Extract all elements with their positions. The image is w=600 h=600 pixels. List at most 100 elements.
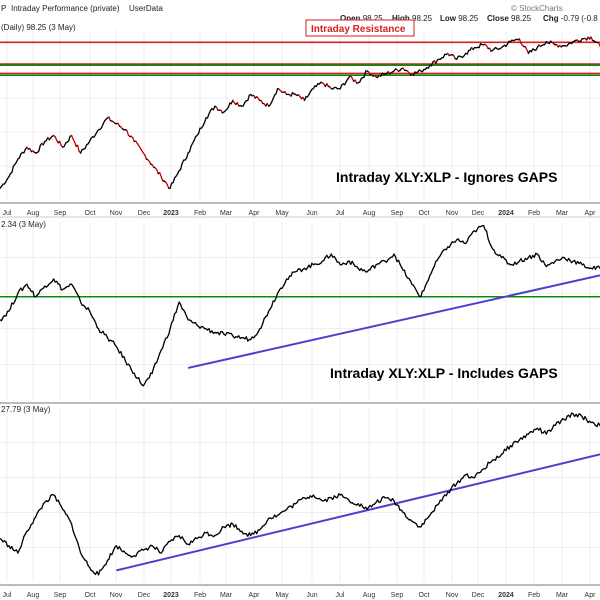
bottom-series-segment [393,500,397,506]
middle-series-segment [175,306,179,313]
top-series-segment [73,141,77,147]
svg-text:Open 98.25: Open 98.25 [340,14,383,23]
top-series-segment [185,152,189,159]
bottom-series-segment [397,504,401,511]
bottom-series-segment [511,442,515,448]
top-x-tick-label: Dec [138,210,151,217]
middle-series-segment [179,303,183,310]
bottom-series-segment [111,549,115,556]
bottom-series-segment [21,535,25,543]
top-series-segment [518,38,522,44]
bottom-series-segment [54,495,58,502]
x-axis-labels: Jul Aug Sep Oct Nov Dec 2023 Feb Mar Apr May Jun Jul… [3,210,597,599]
top-series-segment [59,140,62,147]
middle-annotation: Intraday XLY:XLP - Includes GAPS [330,365,558,381]
top-series-segment [156,169,159,175]
high-value: 98.25 [412,14,433,23]
middle-series-segment [148,372,152,379]
middle-series-segment [290,271,294,277]
bottom-series-segment [229,522,232,528]
middle-series-segment [157,352,161,359]
bottom-x-tick-label: Oct [419,592,430,599]
middle-series-segment [260,322,264,329]
middle-series-segment [427,274,431,281]
bottom-series-segment [5,541,9,548]
svg-text:Chg -0.79 (-0.8: Chg -0.79 (-0.8 [543,14,598,23]
bottom-x-tick-label: Dec [472,592,485,599]
middle-series-segment [163,337,167,343]
top-series-segment [206,113,210,119]
top-series-segment [188,145,192,153]
top-x-tick-label: Jul [3,210,12,217]
top-series-segment [144,154,147,160]
top-series-segment [363,70,367,78]
middle-series-segment [15,292,19,299]
bottom-series [0,412,600,576]
top-x-tick-label: Feb [194,210,206,217]
middle-series-segment [493,249,497,255]
bottom-x-tick-label: Oct [85,592,96,599]
top-x-tick-label: Aug [363,210,376,217]
middle-series-segment [245,336,249,342]
svg-text:High 98.25: High 98.25 [392,14,433,23]
middle-series-segment [184,311,188,318]
middle-series-segment [284,278,288,284]
bottom-series-segment [105,559,109,566]
middle-series-segment [133,372,137,378]
top-x-tick-label: Mar [556,210,569,217]
bottom-series-segment [502,448,506,454]
middle-series-segment [430,268,434,274]
bottom-series-segment [48,494,52,501]
bottom-series-segment [379,497,383,503]
middle-series-segment [270,300,274,308]
middle-series-segment [120,351,124,358]
middle-panel-legend: 2.34 (3 May) [1,220,46,229]
bottom-series-segment [41,503,44,509]
middle-series-segment [32,290,35,298]
middle-series-segment [162,341,165,349]
top-series-segment [179,162,183,171]
top-x-tick-label: 2024 [498,210,514,217]
bottom-series-segment [72,530,76,536]
bottom-series-segment [336,493,340,499]
top-x-tick-label: May [275,210,289,217]
top-x-tick-label: Apr [249,210,261,217]
middle-series-segment [485,230,489,240]
top-series-segment [172,177,176,184]
middle-series-segment [5,310,9,317]
top-series-segment [203,117,207,124]
middle-series-segment [262,317,265,325]
top-x-tick-label: Mar [220,210,233,217]
bottom-x-tick-label: 2023 [163,592,179,599]
horizontal-lines [0,41,600,298]
bottom-x-tick-label: Aug [27,592,40,599]
bottom-x-tick-label: 2024 [498,592,514,599]
bottom-x-tick-label: Apr [249,592,261,599]
bottom-x-tick-label: Mar [556,592,569,599]
chg-label: Chg [543,14,559,23]
svg-text:Close 98.25: Close 98.25 [487,14,532,23]
high-label: High [392,14,410,23]
grid [0,30,600,582]
top-x-tick-label: Sep [391,210,404,217]
middle-series-segment [403,269,407,277]
chart-symbol: P [1,4,6,13]
resistance-label: Intraday Resistance [311,24,406,35]
middle-series-segment [169,322,173,330]
top-x-tick-label: Jul [336,210,345,217]
bottom-x-tick-label: Sep [391,592,404,599]
bottom-series-segment [291,502,295,509]
middle-series-segment [9,302,13,310]
middle-series-segment [78,296,82,303]
close-value: 98.25 [511,14,532,23]
top-x-tick-label: Apr [585,210,597,217]
bottom-x-tick-label: Jul [336,592,345,599]
middle-series-segment [172,313,176,322]
resistance-label-box: Intraday Resistance [305,19,415,37]
bottom-x-tick-label: Sep [54,592,67,599]
middle-series-segment [533,252,537,258]
bottom-series-segment [108,553,112,560]
top-series-segment [68,135,71,142]
bottom-series-segment [220,526,224,532]
